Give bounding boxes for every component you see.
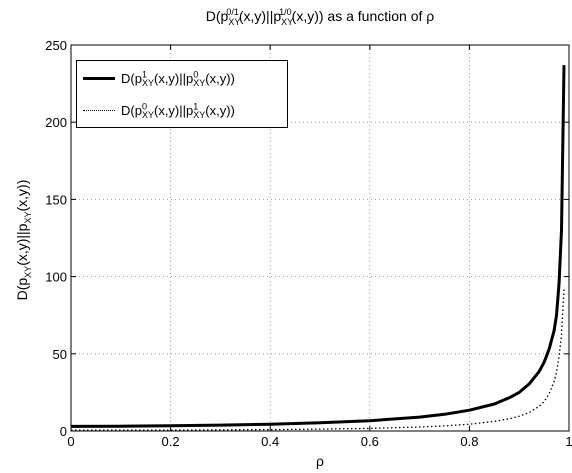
x-tick-label: 0: [67, 434, 74, 449]
series-group: [70, 65, 566, 431]
x-tick-label: 0.4: [261, 434, 279, 449]
y-tick-label: 0: [60, 424, 67, 439]
y-tick-label: 100: [45, 270, 67, 285]
plot-frame: [70, 44, 570, 432]
x-tick-label: 1: [565, 434, 572, 449]
legend-entry-dotted: D(p0XY(x,y)||p1XY(x,y)): [83, 97, 235, 123]
y-axis-label: D(pXY(x,y)||pXY(x,y)): [14, 179, 33, 301]
legend-swatch-dotted: [83, 109, 115, 111]
legend-label-dotted: D(p0XY(x,y)||p1XY(x,y)): [121, 101, 235, 121]
x-axis-label: ρ: [316, 453, 324, 469]
legend-swatch-solid: [83, 76, 115, 80]
ticks: 0 0.2 0.4 0.6 0.8 1 0 50 100 150 200 250: [45, 38, 572, 449]
y-tick-label: 250: [45, 38, 67, 53]
y-tick-label: 50: [53, 347, 67, 362]
legend: D(p1XY(x,y)||p0XY(x,y)) D(p0XY(x,y)||p1X…: [76, 60, 288, 128]
legend-label-solid: D(p1XY(x,y)||p0XY(x,y)): [121, 69, 235, 89]
chart-title: D(pXY0/1(x,y)||pXY1/0(x,y)) as a functio…: [205, 7, 435, 27]
x-tick-label: 0.8: [460, 434, 478, 449]
y-tick-label: 200: [45, 115, 67, 130]
x-tick-label: 0.6: [361, 434, 379, 449]
x-tick-label: 0.2: [162, 434, 180, 449]
series-line-1: [70, 65, 566, 428]
y-tick-label: 150: [45, 192, 67, 207]
legend-entry-solid: D(p1XY(x,y)||p0XY(x,y)): [83, 65, 235, 91]
